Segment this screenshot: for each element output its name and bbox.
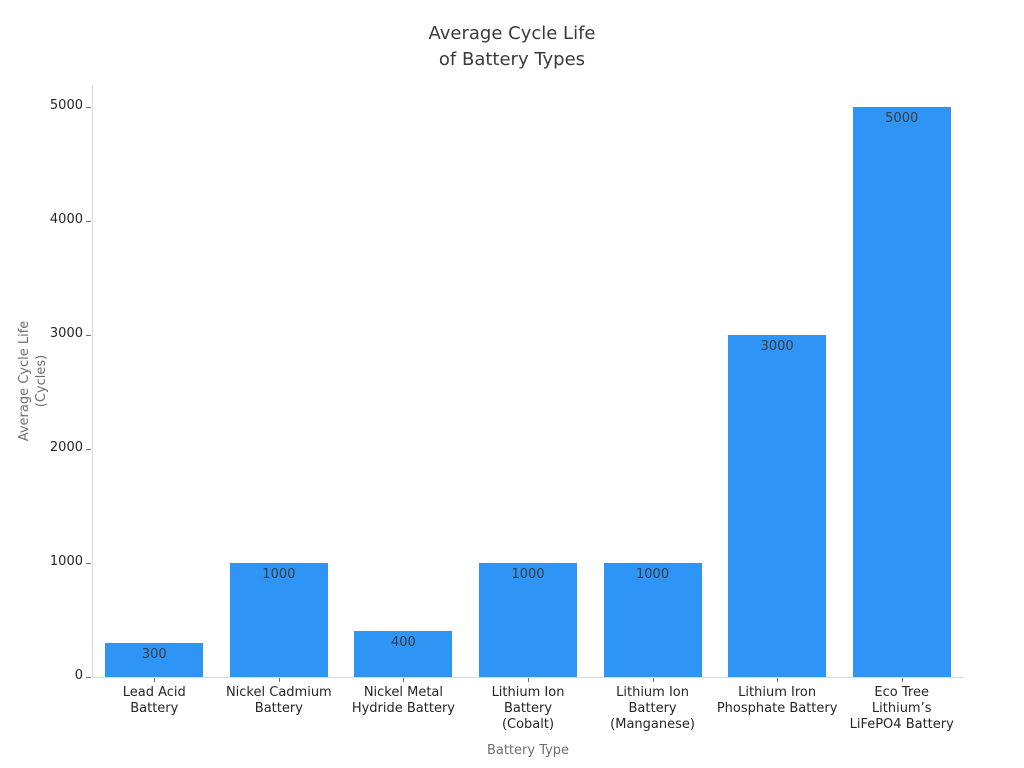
x-tick-mark	[528, 678, 529, 682]
x-tick-mark	[278, 678, 280, 682]
x-tick-label: Nickel Cadmium Battery	[225, 685, 332, 716]
bar	[603, 563, 702, 677]
x-tick-label: Lithium Ion Battery (Cobalt)	[491, 685, 565, 732]
bar-value-label: 3000	[760, 339, 794, 354]
bar-value-label: 1000	[262, 567, 296, 582]
y-tick-label: 1000	[49, 554, 83, 569]
y-tick-label: 5000	[49, 98, 83, 113]
x-tick-mark	[777, 678, 779, 682]
x-tick-mark	[403, 678, 405, 682]
x-axis-line	[92, 677, 964, 678]
x-tick-label: Lithium Ion Battery (Manganese)	[610, 685, 695, 732]
bar	[229, 563, 328, 677]
x-tick-label: Nickel Metal Hydride Battery	[351, 685, 456, 716]
bar	[728, 335, 827, 677]
bar	[105, 642, 204, 677]
x-tick-mark	[154, 678, 156, 682]
bar-value-label: 5000	[885, 111, 919, 126]
chart-title: Average Cycle Life of Battery Types	[428, 23, 596, 70]
x-tick-mark	[901, 678, 903, 682]
x-axis-title: Battery Type	[486, 743, 570, 758]
bar-value-label: 400	[391, 635, 416, 651]
y-tick-mark	[86, 221, 91, 222]
y-tick-mark	[86, 335, 91, 336]
x-tick-mark	[652, 678, 654, 682]
y-tick-mark	[86, 677, 91, 678]
bar-value-label: 300	[141, 646, 167, 662]
y-tick-label: 3000	[49, 326, 83, 341]
bar-value-label: 1000	[511, 567, 545, 582]
x-tick-label: Lead Acid Battery	[122, 685, 186, 716]
y-tick-mark	[86, 563, 91, 564]
bar-value-label: 1000	[636, 567, 670, 582]
y-tick-label: 0	[74, 668, 83, 683]
y-axis-line	[92, 85, 93, 677]
x-tick-label: Lithium Iron Phosphate Battery	[716, 685, 838, 716]
bar	[354, 631, 453, 677]
y-tick-label: 4000	[49, 212, 83, 227]
bar	[479, 563, 577, 677]
y-tick-mark	[86, 107, 91, 108]
y-tick-mark	[86, 449, 91, 450]
bar	[852, 107, 951, 677]
x-tick-label: Eco Tree Lithium’s LiFePO4 Battery	[849, 685, 954, 732]
y-tick-label: 2000	[49, 440, 83, 455]
